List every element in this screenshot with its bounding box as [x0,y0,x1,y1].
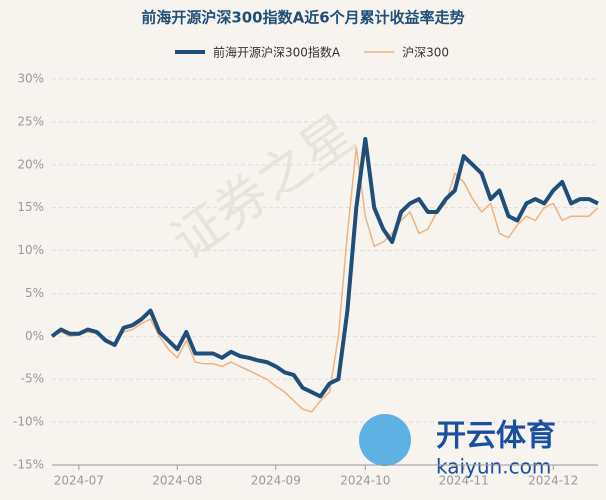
y-tick-label: -5% [21,372,44,386]
y-tick-label: 0% [25,329,44,343]
x-tick-label: 2024-09 [251,474,301,488]
x-tick-label: 2024-10 [340,474,390,488]
logo-text: 开云体育 [436,419,556,454]
chart-title: 前海开源沪深300指数A近6个月累计收益率走势 [141,9,464,27]
x-tick-label: 2024-11 [439,474,489,488]
y-tick-label: 30% [17,72,44,86]
y-tick-label: 5% [25,286,44,300]
legend-label: 前海开源沪深300指数A [213,45,341,60]
series-line [51,146,599,413]
y-tick-label: 10% [17,243,44,257]
y-tick-label: 20% [17,157,44,171]
y-tick-label: -10% [13,415,44,429]
legend-label: 沪深300 [402,46,449,60]
y-tick-label: 25% [17,114,44,128]
x-tick-label: 2024-08 [152,474,202,488]
series-line [50,137,599,399]
x-tick-label: 2024-12 [528,474,578,488]
logo-icon [359,414,411,466]
y-tick-label: 15% [17,200,44,214]
x-tick-label: 2024-07 [54,474,104,488]
logo-url: kaiyun.com [436,455,551,479]
y-tick-label: -15% [13,458,44,472]
